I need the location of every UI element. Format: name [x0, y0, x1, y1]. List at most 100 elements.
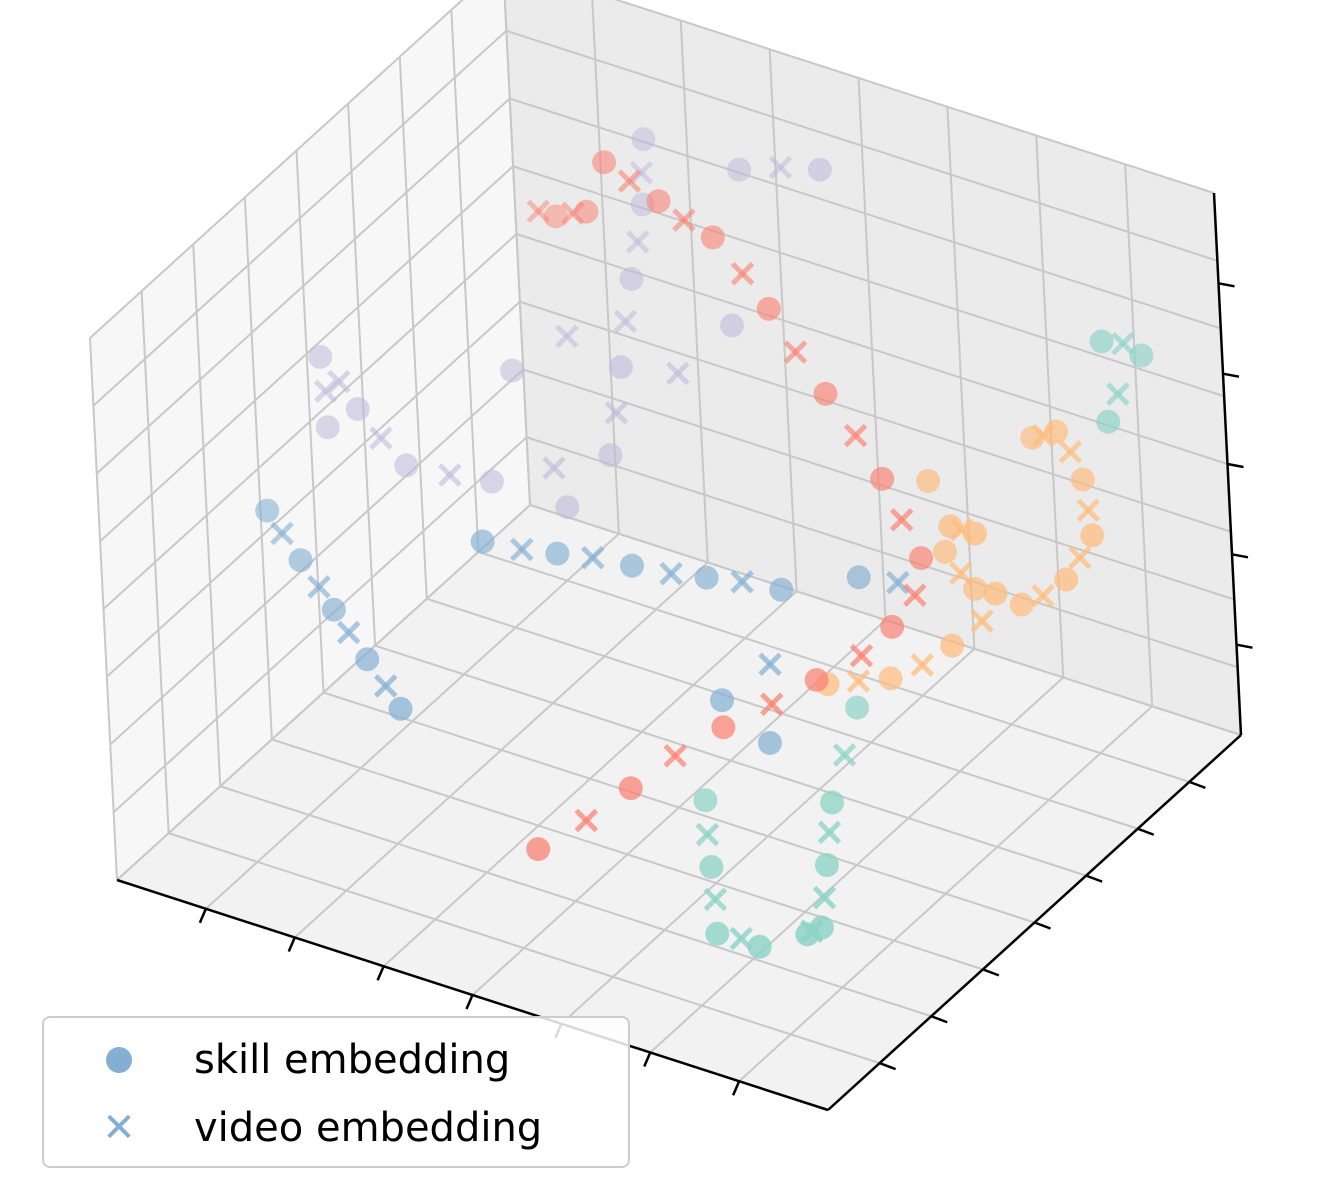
video-embedding-point [1058, 440, 1083, 464]
grid-lines [89, 0, 1242, 1111]
video-embedding-point [1111, 331, 1135, 356]
video-embedding-point [542, 456, 566, 480]
x-stroke [783, 340, 808, 364]
x-stroke [1058, 440, 1083, 464]
skill-embedding-point [288, 548, 313, 573]
video-embedding-point [812, 885, 837, 910]
skill-embedding-point [846, 565, 871, 590]
x-stroke [832, 743, 857, 767]
skill-embedding-point [1044, 419, 1069, 444]
video-embedding-point [760, 692, 784, 716]
video-embedding-point [336, 620, 361, 645]
grid-line [374, 644, 1087, 877]
x-stroke [817, 820, 842, 845]
video-embedding-point [817, 820, 842, 845]
grid-line [89, 0, 464, 339]
x-stroke [510, 537, 534, 562]
skill-embedding-point [932, 539, 957, 564]
grid-line [614, 0, 1215, 194]
x-stroke [703, 887, 728, 912]
skill-embedding-point [694, 565, 719, 590]
video-embedding-point [768, 155, 793, 180]
video-embedding-point [695, 822, 720, 847]
grid-line [102, 233, 518, 610]
skill-embedding-point [608, 355, 633, 380]
skill-embedding-point [820, 790, 845, 815]
grid-line [478, 550, 1190, 783]
x-stroke [604, 400, 629, 425]
legend-label-skill: skill embedding [194, 1037, 511, 1083]
x-stroke [581, 545, 605, 570]
skill-embedding-point [315, 415, 340, 440]
video-embedding-point [617, 169, 642, 193]
skill-embedding-point [845, 695, 870, 720]
video-embedding-point [832, 743, 857, 767]
skill-embedding-point [878, 666, 903, 691]
x-stroke [695, 822, 720, 847]
x-stroke [1106, 382, 1130, 406]
skill-embedding-point [1089, 329, 1114, 354]
x-stroke [574, 808, 599, 833]
x-stroke [663, 744, 687, 768]
legend-circle-marker [44, 1047, 194, 1073]
grid-line [426, 597, 1139, 830]
video-embedding-point [910, 653, 935, 677]
y-tick [1188, 780, 1206, 790]
skill-embedding-point [700, 225, 725, 250]
video-embedding-point [327, 369, 351, 394]
z-tick [1222, 372, 1240, 378]
video-embedding-point [373, 674, 398, 698]
skill-embedding-point [727, 157, 752, 182]
grid-line [560, 648, 976, 1025]
x-stroke [307, 575, 331, 599]
x-tick [376, 965, 385, 981]
video-embedding-point [903, 583, 927, 607]
grid-line [738, 705, 1153, 1082]
grid-line [398, 56, 428, 599]
grid-line [450, 9, 480, 552]
grid-line [503, 0, 531, 506]
video-embedding-point [1076, 498, 1101, 523]
skill-embedding-point [711, 715, 736, 740]
data-points [255, 127, 1154, 959]
skill-embedding-point [916, 468, 941, 493]
x-stroke [730, 261, 755, 286]
x-stroke [910, 653, 935, 677]
x-stroke [542, 456, 566, 480]
x-tick [643, 1052, 652, 1067]
x-stroke [889, 508, 914, 532]
x-stroke [1068, 545, 1092, 570]
z-tick [1236, 643, 1253, 649]
skill-embedding-point [756, 296, 781, 321]
x-stroke [526, 199, 551, 224]
skill-embedding-point [983, 581, 1008, 606]
z-tick [1231, 553, 1249, 559]
y-tick [879, 1061, 897, 1071]
skill-embedding-point [470, 529, 495, 554]
skill-embedding-point [769, 577, 794, 602]
skill-embedding-point [555, 495, 580, 520]
skill-embedding-point [574, 199, 599, 224]
x-stroke [729, 926, 753, 951]
video-embedding-point [625, 230, 650, 254]
skill-embedding-point [598, 443, 623, 468]
x-stroke [949, 561, 973, 585]
skill-embedding-point [710, 688, 735, 713]
x-stroke [625, 230, 650, 254]
x-stroke [843, 423, 868, 448]
legend-item-video: ✕ video embedding [44, 1098, 542, 1158]
x-stroke [617, 169, 642, 193]
grid-line [506, 29, 1218, 262]
skill-embedding-point [880, 614, 905, 639]
skill-embedding-point [1070, 467, 1095, 492]
video-embedding-point [886, 570, 910, 595]
x-stroke [555, 324, 579, 349]
video-embedding-point [307, 575, 331, 599]
video-embedding-point [555, 324, 579, 349]
x-marker-icon: ✕ [102, 1105, 136, 1151]
video-embedding-point [659, 561, 683, 586]
x-stroke [970, 609, 994, 633]
legend: skill embedding ✕ video embedding [42, 1016, 630, 1168]
skill-embedding-point [592, 150, 617, 175]
video-embedding-point [1106, 382, 1130, 406]
